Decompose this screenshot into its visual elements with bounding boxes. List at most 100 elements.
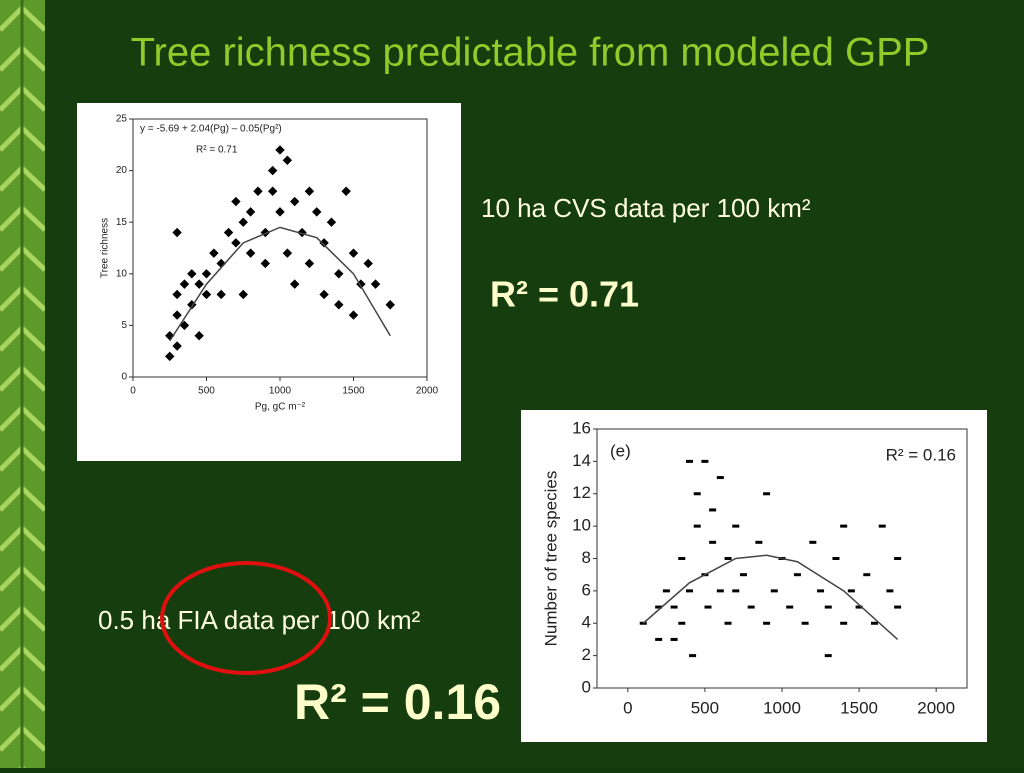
point [716, 589, 724, 593]
point [334, 300, 344, 310]
point [172, 341, 182, 351]
point [886, 589, 894, 593]
r-squared: R² = 0.16 [294, 674, 501, 730]
point [179, 320, 190, 331]
leaf-strip [0, 0, 45, 768]
point [709, 540, 717, 544]
x-tick-label: 1000 [763, 698, 801, 717]
x-tick-label: 500 [691, 698, 719, 717]
point [763, 621, 771, 625]
point [840, 621, 848, 625]
y-tick-label: 20 [116, 165, 128, 176]
highlight-circle [160, 561, 332, 675]
y-tick-label: 14 [572, 451, 591, 470]
point [894, 557, 902, 560]
y-tick-label: 8 [582, 548, 591, 567]
point [165, 351, 175, 362]
y-tick-label: 0 [582, 677, 591, 696]
point [689, 654, 697, 658]
point [878, 524, 886, 528]
point [172, 227, 182, 238]
caption: 0.5 ha FIA data per 100 km² [98, 605, 421, 635]
point [275, 145, 285, 155]
y-tick-label: 15 [116, 217, 128, 228]
point [194, 331, 204, 341]
point [724, 621, 732, 625]
point [863, 573, 871, 577]
point [238, 217, 248, 227]
point [312, 207, 322, 217]
point [275, 207, 285, 217]
point [260, 258, 271, 269]
y-axis-label: Number of tree species [542, 471, 561, 647]
y-tick-label: 2 [582, 645, 591, 664]
point [693, 492, 701, 496]
point [245, 248, 256, 258]
point [670, 637, 678, 641]
point [678, 557, 686, 560]
r-squared: R² = 0.71 [490, 274, 639, 315]
point [267, 186, 278, 196]
point [238, 289, 248, 300]
point [686, 459, 693, 463]
point [732, 524, 740, 528]
y-tick-label: 6 [582, 580, 591, 599]
point [716, 476, 724, 480]
point [341, 186, 351, 196]
y-axis-label: Tree richness [100, 218, 111, 278]
point [871, 621, 878, 625]
point [253, 186, 263, 196]
point [319, 289, 329, 300]
point [655, 637, 663, 641]
x-tick-label: 500 [198, 386, 215, 397]
point [801, 621, 809, 625]
point [370, 279, 381, 289]
chart-image [521, 410, 987, 742]
point [817, 589, 825, 593]
x-tick-label: 1000 [269, 386, 292, 397]
point [763, 492, 771, 496]
slide-title: Tree richness predictable from modeled G… [131, 31, 930, 75]
point [245, 207, 256, 217]
point [282, 248, 293, 258]
point [201, 289, 212, 300]
point [304, 258, 315, 269]
point [770, 589, 778, 593]
point [824, 654, 832, 658]
point [209, 248, 219, 258]
point [223, 227, 234, 238]
point [894, 605, 902, 609]
point [289, 279, 300, 289]
y-tick-label: 10 [572, 516, 591, 535]
point [172, 289, 182, 300]
point [334, 269, 344, 279]
point [348, 248, 359, 258]
point [282, 155, 293, 165]
point [267, 165, 278, 176]
point [348, 310, 359, 320]
point [747, 605, 755, 609]
caption: 10 ha CVS data per 100 km² [481, 193, 811, 223]
x-tick-label: 1500 [342, 386, 365, 397]
point [187, 269, 197, 279]
point [704, 605, 712, 609]
x-tick-label: 0 [130, 386, 136, 397]
point [693, 524, 701, 528]
point [793, 573, 801, 577]
point [840, 524, 848, 528]
point [739, 573, 747, 577]
y-tick-label: 4 [582, 613, 591, 632]
point [385, 300, 395, 310]
point [678, 621, 686, 625]
point [709, 508, 717, 512]
x-tick-label: 0 [623, 698, 632, 717]
point [670, 605, 678, 609]
x-tick-label: 2000 [917, 698, 955, 717]
point [662, 589, 670, 593]
x-axis-label: Pg, gC m⁻² [255, 402, 306, 413]
point [809, 540, 817, 544]
point [786, 605, 794, 609]
x-tick-label: 1500 [840, 698, 878, 717]
point [724, 557, 732, 560]
